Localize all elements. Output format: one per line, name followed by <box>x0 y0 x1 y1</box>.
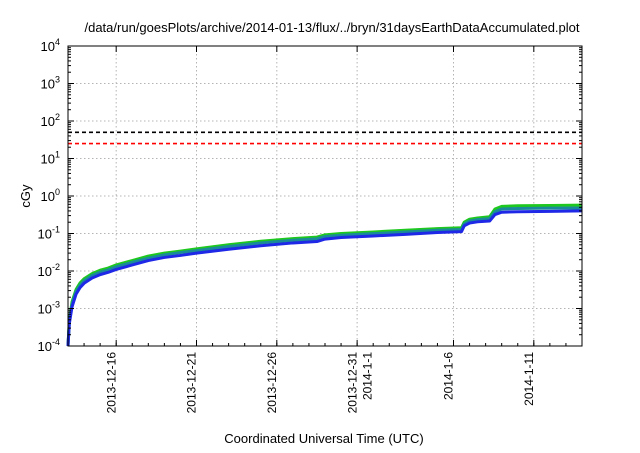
x-tick-label: 2013-12-31 <box>345 352 359 414</box>
x-tick-label: 2014-1-1 <box>360 352 374 400</box>
series-line <box>66 203 583 347</box>
y-tick-label: 101 <box>41 150 60 167</box>
grid-layer <box>68 46 582 346</box>
y-axis-label: cGy <box>18 184 33 208</box>
y-tick-label: 102 <box>41 112 60 129</box>
series-line <box>66 209 583 347</box>
x-axis-label: Coordinated Universal Time (UTC) <box>224 431 423 446</box>
chart-title: /data/run/goesPlots/archive/2014-01-13/f… <box>84 20 579 35</box>
x-tick-label: 2014-1-6 <box>442 352 456 400</box>
y-tick-label: 10-2 <box>38 262 60 279</box>
x-tick-label: 2013-12-16 <box>104 352 118 414</box>
plot-frame <box>67 45 583 347</box>
x-tick-label: 2013-12-26 <box>265 352 279 414</box>
y-tick-label: 10-3 <box>38 300 60 317</box>
x-tick-label: 2013-12-21 <box>185 352 199 414</box>
y-tick-label: 10-4 <box>38 337 60 354</box>
tick-layer: 10-4 10-3 10-2 10-1 100 101 102 103 104 2013-12-1… <box>38 37 583 414</box>
x-tick-label: 2014-1-11 <box>522 352 536 406</box>
y-tick-label: 10-1 <box>38 225 60 242</box>
y-tick-label: 100 <box>41 187 60 204</box>
y-tick-label: 104 <box>41 37 60 54</box>
y-tick-label: 103 <box>41 75 60 92</box>
series-layer <box>66 203 583 347</box>
reference-lines <box>68 131 582 145</box>
series-line <box>66 206 583 347</box>
